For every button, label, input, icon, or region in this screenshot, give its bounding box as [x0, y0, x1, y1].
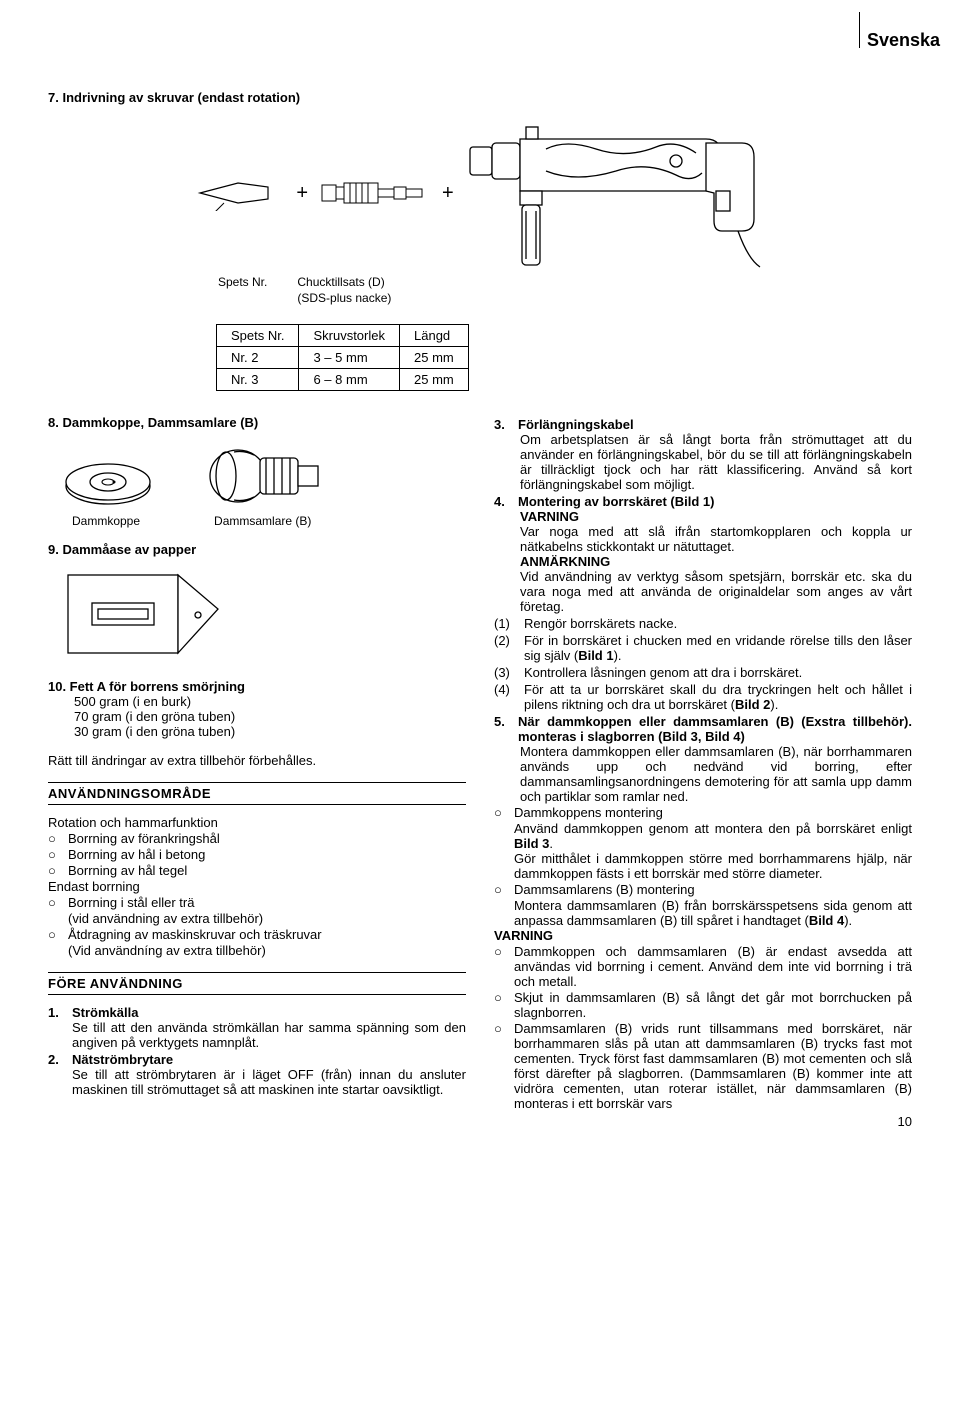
td-r2c3: 25 mm	[400, 369, 469, 391]
paper-bag-icon	[62, 565, 232, 665]
warning-1-label: VARNING	[520, 509, 912, 524]
before-1-body: Se till att den använda strömkällan har …	[72, 1020, 466, 1050]
warn2-bullet-3: Dammsamlaren (B) vrids runt tillsammans …	[494, 1021, 912, 1111]
plus-1: +	[290, 182, 314, 205]
use-intro-1: Rotation och hammarfunktion	[48, 815, 466, 830]
anmarkning-label: ANMÄRKNING	[520, 554, 912, 569]
right-5-body: Montera dammkoppen eller dammsamlaren (B…	[520, 744, 912, 804]
before-2-title: Nätströmbrytare	[72, 1052, 466, 1067]
reserve-note: Rätt till ändringar av extra tillbehör f…	[48, 753, 466, 768]
heading-use-area: ANVÄNDNINGSOMRÅDE	[48, 782, 466, 805]
top-divider	[859, 12, 860, 48]
s10-line-1: 500 gram (i en burk)	[74, 694, 466, 709]
p1-text: Rengör borrskärets nacke.	[524, 616, 912, 631]
p4-text: För att ta ur borrskäret skall du dra tr…	[524, 682, 912, 712]
ds-body: Montera dammsamlaren (B) från borrskärss…	[514, 898, 912, 928]
dk-body: Använd dammkoppen genom att montera den …	[514, 821, 912, 881]
warning-1-body: Var noga med att slå ifrån startomkoppla…	[520, 524, 912, 554]
th-skruv: Skruvstorlek	[299, 325, 400, 347]
th-spets: Spets Nr.	[217, 325, 299, 347]
warn2-bullet-2: Skjut in dammsamlaren (B) så långt det g…	[494, 990, 912, 1020]
bit-tip-icon	[194, 175, 284, 211]
td-r1c2: 3 – 5 mm	[299, 347, 400, 369]
dammsamlare-icon	[204, 440, 324, 510]
section-9-title: 9. Dammåase av papper	[48, 542, 466, 557]
before-1-num: 1.	[48, 1005, 66, 1020]
right-5-num: 5.	[494, 714, 512, 744]
section-10-title: 10. Fett A för borrens smörjning	[48, 679, 466, 694]
td-r1c1: Nr. 2	[217, 347, 299, 369]
figure-captions-section-7: Spets Nr. Chucktillsats (D) (SDS-plus na…	[218, 275, 912, 306]
dammkoppe-icon	[62, 452, 154, 510]
use-intro-2: Endast borrning	[48, 879, 466, 894]
p2-label: (2)	[494, 633, 518, 663]
caption-chuck-1: Chucktillsats (D)	[297, 275, 391, 291]
right-5-title: När dammkoppen eller dammsamlaren (B) (E…	[518, 714, 912, 744]
language-label: Svenska	[867, 30, 940, 51]
p2-text: För in borrskäret i chucken med en vrida…	[524, 633, 912, 663]
s10-line-3: 30 gram (i den gröna tuben)	[74, 724, 466, 739]
td-r2c2: 6 – 8 mm	[299, 369, 400, 391]
use-bullet-3: Borrning av hål tegel	[48, 863, 466, 878]
p3-text: Kontrollera låsningen genom att dra i bo…	[524, 665, 912, 680]
plus-2: +	[436, 182, 460, 205]
use-bullet-5b: (Vid användníng av extra tillbehör)	[48, 943, 466, 958]
section-7-title: 7. Indrivning av skruvar (endast rotatio…	[48, 90, 912, 105]
caption-dammkoppe: Dammkoppe	[72, 514, 140, 528]
right-3-body: Om arbetsplatsen är så långt borta från …	[520, 432, 912, 492]
use-bullet-1: Borrning av förankringshål	[48, 831, 466, 846]
section-8-title: 8. Dammkoppe, Dammsamlare (B)	[48, 415, 466, 430]
warn2-bullet-1: Dammkoppen och dammsamlaren (B) är endas…	[494, 944, 912, 989]
right-4-title: Montering av borrskäret (Bild 1)	[518, 494, 912, 509]
dk-title: Dammkoppens montering	[494, 805, 912, 820]
caption-spets: Spets Nr.	[218, 275, 267, 306]
p3-label: (3)	[494, 665, 518, 680]
use-bullet-2: Borrning av hål i betong	[48, 847, 466, 862]
ds-title: Dammsamlarens (B) montering	[494, 882, 912, 897]
heading-before-use: FÖRE ANVÄNDNING	[48, 972, 466, 995]
caption-dammsamlare: Dammsamlare (B)	[214, 514, 311, 528]
anmarkning-body: Vid användning av verktyg såsom spetsjär…	[520, 569, 912, 614]
before-1-title: Strömkälla	[72, 1005, 466, 1020]
td-r2c1: Nr. 3	[217, 369, 299, 391]
page-number: 10	[48, 1114, 912, 1129]
caption-chuck-2: (SDS-plus nacke)	[297, 291, 391, 307]
before-2-num: 2.	[48, 1052, 66, 1067]
before-2-body: Se till att strömbrytaren är i läget OFF…	[72, 1067, 466, 1097]
spec-table: Spets Nr. Skruvstorlek Längd Nr. 2 3 – 5…	[216, 324, 469, 391]
chuck-adapter-icon	[320, 175, 430, 211]
p4-label: (4)	[494, 682, 518, 712]
warning-2-label: VARNING	[494, 928, 912, 943]
use-bullet-4: Borrning i stål eller trä	[48, 895, 466, 910]
figure-row-section-7: + +	[48, 113, 912, 273]
use-bullet-4b: (vid användning av extra tillbehör)	[48, 911, 466, 926]
p1-label: (1)	[494, 616, 518, 631]
right-3-title: Förlängningskabel	[518, 417, 912, 432]
drill-icon	[466, 113, 766, 273]
right-4-num: 4.	[494, 494, 512, 509]
section-8-figures	[62, 440, 466, 510]
use-bullet-5: Åtdragning av maskinskruvar och träskruv…	[48, 927, 466, 942]
right-3-num: 3.	[494, 417, 512, 432]
s10-line-2: 70 gram (i den gröna tuben)	[74, 709, 466, 724]
th-langd: Längd	[400, 325, 469, 347]
td-r1c3: 25 mm	[400, 347, 469, 369]
